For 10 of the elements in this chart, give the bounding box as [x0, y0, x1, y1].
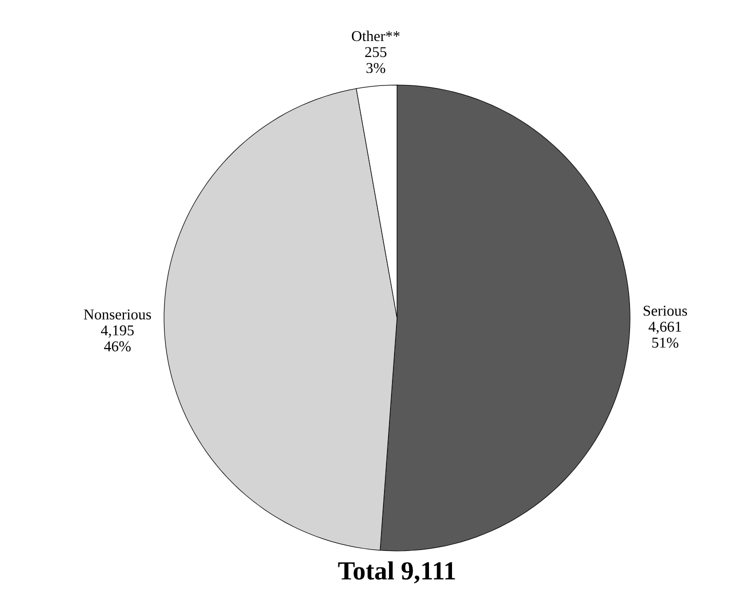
- text: 3%: [366, 62, 386, 74]
- text: 51%: [652, 338, 678, 348]
- text: Total 9,111: [338, 561, 455, 584]
- slice-label: Nonserious: [84, 309, 151, 320]
- data-label: 4,661: [648, 322, 682, 334]
- data-label: 4,195: [100, 325, 134, 338]
- slice-label: Serious: [644, 306, 687, 316]
- text: 46%: [104, 341, 131, 352]
- data-label: 255: [365, 47, 386, 58]
- slice-label: Other**: [352, 30, 400, 42]
